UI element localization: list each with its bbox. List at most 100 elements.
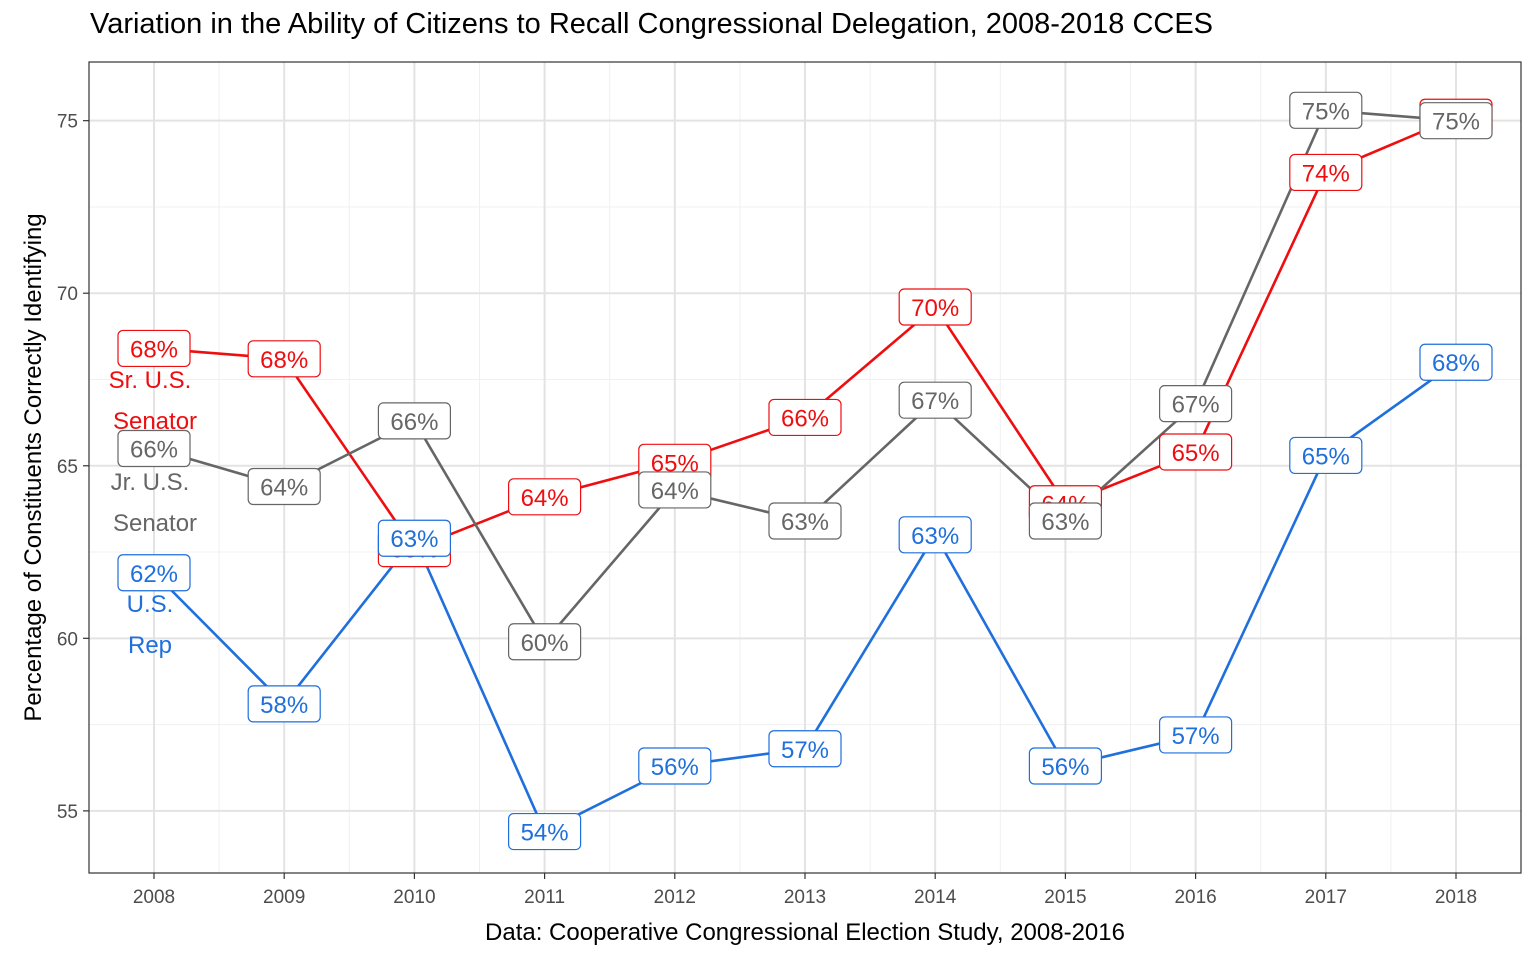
data-label-box: [1158, 433, 1233, 471]
data-label: 60%: [508, 623, 582, 661]
data-label-text: 68%: [1432, 350, 1480, 377]
data-label-text: 54%: [521, 820, 569, 847]
data-label-text: 63%: [911, 523, 959, 550]
point-labels: 68%68%63%64%65%66%70%64%65%74%76%66%64%6…: [117, 91, 1493, 851]
x-tick-label: 2011: [524, 887, 565, 908]
data-label-text: 57%: [781, 737, 829, 764]
x-tick-label: 2014: [914, 887, 957, 908]
data-label: 57%: [768, 730, 842, 768]
series-name-label: Senator: [113, 510, 197, 537]
data-label: 75%: [1289, 91, 1363, 129]
chart-title: Variation in the Ability of Citizens to …: [90, 8, 1214, 40]
series-names: Sr. U.S. Senator Jr. U.S. Senator U.S. Rep: [109, 367, 197, 659]
data-label-box: [768, 502, 842, 540]
data-label-text: 57%: [1172, 723, 1220, 750]
x-tick-label: 2009: [263, 887, 305, 908]
data-label: 63%: [898, 516, 972, 554]
data-label-box: [377, 402, 451, 440]
data-label-box: [1419, 102, 1493, 140]
data-label-text: 68%: [260, 347, 308, 374]
data-label-box: [898, 381, 972, 419]
data-label-text: 65%: [1302, 443, 1350, 470]
data-label-text: 66%: [130, 437, 178, 464]
data-label-text: 67%: [1172, 392, 1220, 419]
data-label: 57%: [1158, 716, 1233, 754]
data-label-box: [1028, 747, 1103, 785]
x-tick-label: 2016: [1174, 887, 1216, 908]
data-label-box: [1028, 502, 1103, 540]
data-label-box: [898, 516, 972, 554]
data-label-box: [508, 812, 582, 851]
axes: 55 60 65 70 75 2008 2009 2010 2011 2012 2013 2014 20…: [57, 112, 1477, 908]
data-label-box: [117, 554, 191, 592]
data-label-box: [117, 429, 191, 468]
data-label-box: [638, 747, 712, 785]
data-label-box: [247, 340, 321, 378]
data-label: 74%: [1289, 153, 1363, 192]
data-label-text: 63%: [781, 509, 829, 536]
data-label-text: 62%: [130, 561, 178, 588]
data-label: 56%: [1028, 747, 1103, 785]
data-label-text: 60%: [521, 630, 569, 657]
data-label-text: 65%: [1172, 440, 1220, 467]
x-tick-label: 2010: [393, 887, 435, 908]
data-label-box: [377, 519, 451, 557]
data-label: 65%: [1158, 433, 1233, 471]
data-label: 63%: [1028, 502, 1103, 540]
data-label-box: [898, 288, 972, 326]
series-name-label: Rep: [128, 632, 172, 659]
data-label: 66%: [117, 429, 191, 468]
data-label: 67%: [898, 381, 972, 419]
data-label-box: [1289, 91, 1363, 129]
data-label-text: 70%: [911, 295, 959, 322]
data-label: 75%: [1419, 102, 1493, 140]
data-label: 68%: [247, 340, 321, 378]
data-label-box: [1289, 153, 1363, 192]
y-tick-label: 70: [57, 284, 78, 305]
data-label: 63%: [377, 519, 451, 557]
data-label: 66%: [768, 398, 842, 437]
series-name-label: U.S.: [127, 591, 174, 618]
data-label-text: 66%: [390, 409, 438, 436]
data-label-box: [247, 685, 321, 723]
data-label-text: 67%: [911, 388, 959, 415]
data-label: 63%: [768, 502, 842, 540]
y-tick-label: 60: [57, 629, 78, 650]
data-label: 68%: [117, 329, 191, 368]
data-label: 54%: [508, 812, 582, 851]
data-label: 64%: [508, 478, 582, 516]
data-label-text: 63%: [1041, 509, 1089, 536]
data-label: 65%: [1289, 436, 1363, 475]
x-axis-title: Data: Cooperative Congressional Election…: [485, 919, 1125, 946]
data-label-text: 75%: [1432, 109, 1480, 136]
y-tick-label: 75: [57, 112, 78, 133]
data-label: 62%: [117, 554, 191, 592]
data-label-box: [638, 471, 712, 509]
data-label-text: 56%: [1041, 754, 1089, 781]
data-label-text: 74%: [1302, 160, 1350, 187]
data-label-box: [117, 329, 191, 368]
data-label-text: 68%: [130, 336, 178, 363]
data-label: 64%: [247, 467, 321, 506]
data-label: 56%: [638, 747, 712, 785]
x-tick-label: 2012: [654, 887, 696, 908]
data-label-text: 64%: [260, 474, 308, 501]
x-tick-label: 2017: [1305, 887, 1347, 908]
data-label-text: 75%: [1302, 98, 1350, 125]
y-tick-label: 55: [57, 802, 78, 823]
data-label-text: 64%: [521, 485, 569, 512]
data-label: 70%: [898, 288, 972, 326]
y-axis-title: Percentage of Constituents Correctly Ide…: [20, 213, 47, 721]
data-label-text: 58%: [260, 692, 308, 719]
data-label-text: 64%: [651, 478, 699, 505]
x-tick-label: 2013: [784, 887, 826, 908]
data-label: 58%: [247, 685, 321, 723]
series-name-label: Jr. U.S.: [111, 469, 190, 496]
data-label-text: 66%: [781, 405, 829, 432]
data-label-text: 63%: [390, 526, 438, 553]
data-label-box: [1158, 385, 1233, 423]
data-label-box: [1419, 343, 1493, 381]
y-tick-label: 65: [57, 457, 78, 478]
data-label-box: [508, 478, 582, 516]
